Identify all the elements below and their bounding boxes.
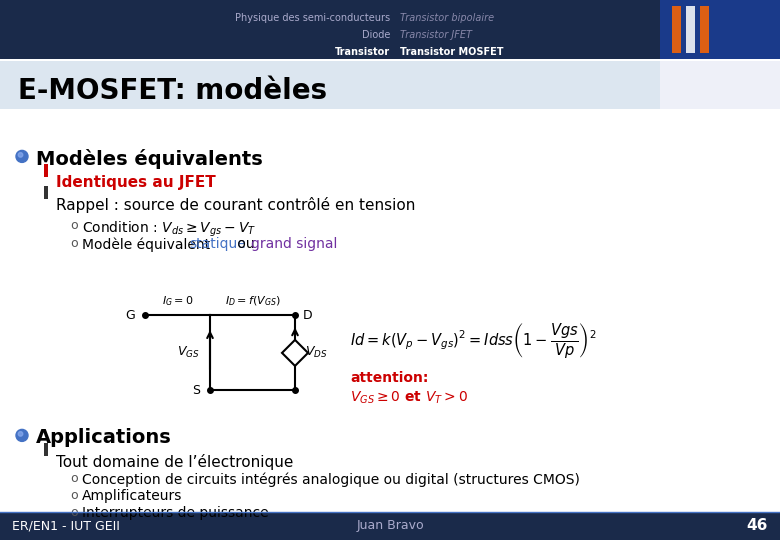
Text: Modèles équivalents: Modèles équivalents [36,150,263,170]
Circle shape [18,153,23,157]
Bar [44,186,48,199]
Text: Interrupteurs de puissance: Interrupteurs de puissance [82,507,268,521]
Text: Transistor bipolaire: Transistor bipolaire [400,13,494,23]
Bar [44,443,48,456]
FancyBboxPatch shape [686,6,695,53]
FancyBboxPatch shape [660,62,780,110]
Text: o: o [70,489,78,502]
Text: $I_G = 0$: $I_G = 0$ [161,295,193,308]
Text: S: S [192,384,200,397]
FancyBboxPatch shape [660,0,780,59]
Text: Rappel : source de courant contrôlé en tension: Rappel : source de courant contrôlé en t… [56,198,416,213]
Text: E-MOSFET: modèles: E-MOSFET: modèles [18,77,327,105]
FancyBboxPatch shape [0,0,660,59]
Circle shape [18,431,23,436]
Text: o: o [70,219,78,232]
Text: Modèle équivalent: Modèle équivalent [82,238,214,252]
Text: o: o [70,472,78,485]
Text: o: o [70,238,78,251]
Text: $I_D = f(V_{GS})$: $I_D = f(V_{GS})$ [225,295,280,308]
Circle shape [16,151,28,163]
Text: Tout domaine de l’électronique: Tout domaine de l’électronique [56,454,293,470]
Text: 46: 46 [746,518,768,534]
Text: Juan Bravo: Juan Bravo [356,519,424,532]
FancyBboxPatch shape [0,62,660,110]
Text: $Id = k(V_p - V_{gs})^2 = Idss\left(1 - \dfrac{Vgs}{Vp}\right)^2$: $Id = k(V_p - V_{gs})^2 = Idss\left(1 - … [350,321,597,360]
Text: ou: ou [233,238,259,252]
Text: D: D [303,309,313,322]
Text: Transistor: Transistor [335,47,390,57]
Text: $V_{GS} \geq 0$ et $V_T>0$: $V_{GS} \geq 0$ et $V_T>0$ [350,390,468,406]
Circle shape [16,429,28,441]
Text: Amplificateurs: Amplificateurs [82,489,183,503]
Text: Conception de circuits intégrés analogique ou digital (structures CMOS): Conception de circuits intégrés analogiq… [82,472,580,487]
FancyBboxPatch shape [700,6,709,53]
Text: Applications: Applications [36,428,172,448]
Text: Transistor MOSFET: Transistor MOSFET [400,47,504,57]
FancyBboxPatch shape [672,6,681,53]
Text: Condition : $V_{ds} \geq V_{gs} - V_T$: Condition : $V_{ds} \geq V_{gs} - V_T$ [82,219,256,239]
Polygon shape [282,340,308,366]
Text: $V_{DS}$: $V_{DS}$ [305,346,328,361]
Text: grand signal: grand signal [251,238,338,252]
Text: o: o [70,507,78,519]
Bar [0,512,780,540]
Text: ER/EN1 - IUT GEII: ER/EN1 - IUT GEII [12,519,120,532]
Text: attention:: attention: [350,371,428,385]
Text: G: G [126,309,135,322]
Text: Transistor JFET: Transistor JFET [400,30,472,40]
Text: Identiques au JFET: Identiques au JFET [56,176,216,191]
Text: Diode: Diode [362,30,390,40]
Text: statique: statique [189,238,246,252]
Text: Physique des semi-conducteurs: Physique des semi-conducteurs [235,13,390,23]
Text: $V_{GS}$: $V_{GS}$ [177,346,200,361]
Bar [44,164,48,178]
